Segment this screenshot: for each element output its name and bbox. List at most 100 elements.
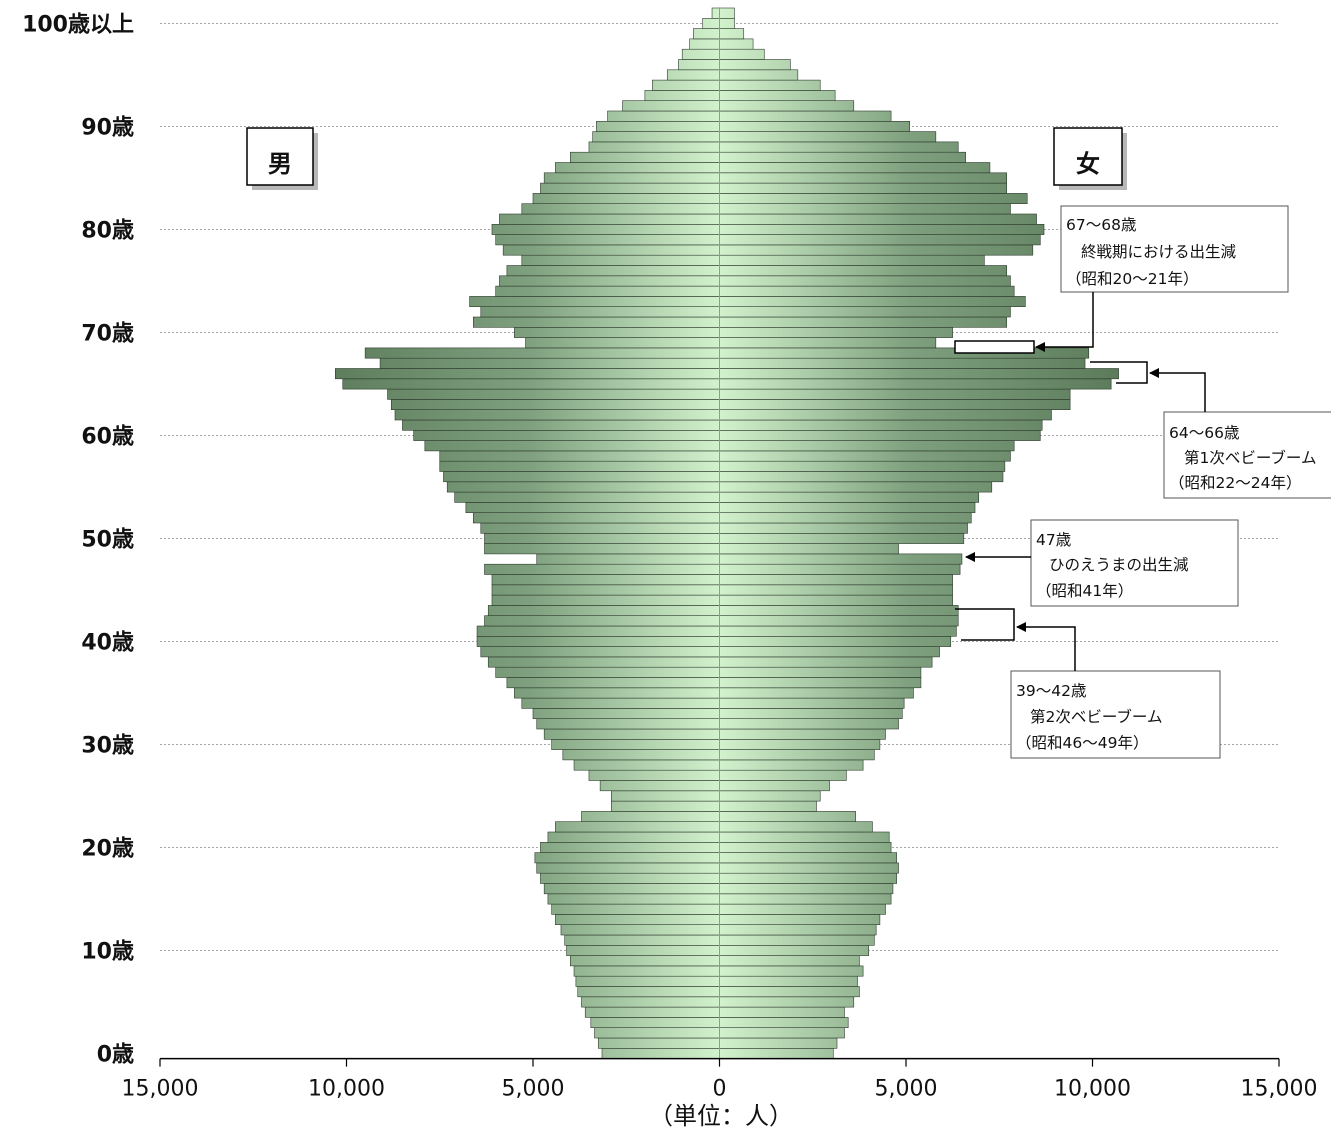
bar-male-age-95 [666, 69, 720, 81]
bar-male-age-17 [540, 872, 720, 884]
bar-female-age-74 [719, 285, 1015, 297]
bar-male-age-59 [424, 440, 720, 452]
bar-female-age-22 [719, 821, 873, 833]
bar-male-age-1 [597, 1037, 720, 1049]
bar-female-age-56 [719, 471, 1004, 483]
bar-female-age-42 [719, 615, 959, 627]
bar-female-age-80 [719, 224, 1045, 235]
annotation-text: ひのえうまの出生減 [1049, 556, 1189, 574]
bar-male-age-72 [480, 306, 720, 318]
bar-female-age-46 [719, 574, 953, 586]
bar-male-age-55 [446, 481, 720, 493]
bar-male-age-89 [592, 131, 720, 143]
bar-female-age-34 [719, 697, 905, 709]
bar-male-age-27 [588, 769, 720, 781]
bar-female-age-49 [719, 543, 899, 555]
bar-female-age-76 [719, 265, 1008, 277]
annotation-text: 39～42歳 [1016, 682, 1086, 700]
y-tick-label: 20歳 [81, 836, 134, 861]
bar-female-age-82 [719, 203, 1011, 215]
male-label: 男 [268, 150, 292, 178]
bar-male-age-9 [569, 955, 720, 967]
bar-male-age-24 [611, 800, 720, 812]
y-tick-label: 50歳 [81, 527, 134, 552]
bar-female-age-57 [719, 460, 1006, 472]
bar-female-age-86 [719, 162, 991, 174]
bar-male-age-6 [577, 986, 720, 998]
annotation-text: 47歳 [1036, 531, 1071, 549]
bar-male-age-42 [484, 615, 720, 627]
female-label-box: 女 [1053, 127, 1127, 190]
x-tick-label: 10,000 [308, 1077, 385, 1102]
bar-male-age-90 [596, 121, 720, 132]
bar-female-age-37 [719, 666, 922, 678]
bars [335, 7, 1119, 1059]
bar-male-age-71 [473, 316, 720, 328]
bar-female-age-14 [719, 903, 886, 915]
y-tick-label: 100歳以上 [22, 12, 134, 37]
bar-male-age-85 [543, 172, 720, 184]
bar-female-age-1 [719, 1037, 838, 1049]
bar-female-age-43 [719, 605, 959, 617]
bar-female-age-101 [719, 7, 735, 19]
bar-female-age-72 [719, 306, 1011, 318]
bar-female-age-45 [719, 584, 953, 596]
annotation-hinoeuma-birth-dip: 47歳 ひのえうまの出生減 （昭和41年） [965, 519, 1239, 607]
bar-male-age-58 [439, 450, 720, 462]
bar-male-age-30 [551, 738, 720, 750]
bar-female-age-3 [719, 1017, 849, 1029]
bar-male-age-4 [584, 1006, 720, 1018]
y-tick-label: 80歳 [81, 218, 134, 243]
y-tick-label: 0歳 [97, 1042, 134, 1067]
annotation-first-baby-boom: 64～66歳 第1次ベビーブーム （昭和22～24年） [1090, 361, 1331, 499]
bar-male-age-34 [521, 697, 720, 709]
x-tick-label: 10,000 [1054, 1077, 1131, 1102]
bar-female-age-30 [719, 738, 881, 750]
bar-male-age-69 [525, 337, 720, 349]
bar-female-age-50 [719, 532, 965, 544]
bar-male-age-18 [536, 862, 720, 874]
bar-female-age-21 [719, 831, 890, 843]
bar-female-age-18 [719, 862, 899, 874]
bar-female-age-95 [719, 69, 799, 81]
bar-male-age-0 [601, 1048, 720, 1059]
bar-female-age-27 [719, 769, 847, 781]
bar-male-age-83 [532, 193, 720, 204]
y-tick-label: 10歳 [81, 939, 134, 964]
bar-female-age-94 [719, 79, 821, 91]
bar-male-age-46 [491, 574, 720, 586]
bar-female-age-60 [719, 429, 1041, 441]
annotation-second-baby-boom: 39～42歳 第2次ベビーブーム （昭和46～49年） [955, 608, 1221, 759]
bar-female-age-63 [719, 399, 1071, 410]
bar-male-age-74 [495, 285, 720, 297]
annotation-text: 終戦期における出生減 [1081, 243, 1237, 261]
bar-male-age-79 [495, 234, 720, 246]
bar-male-age-38 [487, 656, 720, 668]
bar-male-age-45 [491, 584, 720, 596]
annotation-text: 64～66歳 [1169, 424, 1239, 442]
bar-female-age-99 [719, 28, 745, 40]
bar-female-age-26 [719, 780, 830, 792]
bar-female-age-47 [719, 563, 961, 575]
bar-male-age-43 [487, 605, 720, 617]
y-tick-label: 90歳 [81, 115, 134, 140]
bar-male-age-93 [644, 90, 720, 102]
bar-female-age-2 [719, 1027, 845, 1039]
bar-male-age-57 [439, 460, 720, 472]
bar-male-age-75 [499, 275, 720, 287]
bar-male-age-29 [562, 749, 720, 761]
bar-female-age-53 [719, 502, 976, 513]
bar-male-age-92 [622, 100, 720, 112]
bar-female-age-39 [719, 646, 940, 658]
bar-female-age-11 [719, 934, 875, 946]
bar-female-age-13 [719, 914, 881, 926]
bar-male-age-66 [335, 368, 720, 380]
annotation-text: 第1次ベビーブーム [1184, 448, 1316, 467]
bar-male-age-67 [379, 357, 720, 369]
bar-female-age-92 [719, 100, 855, 112]
bar-female-age-70 [719, 326, 953, 338]
bar-male-age-33 [532, 708, 720, 720]
annotation-text: （昭和41年） [1036, 582, 1133, 600]
bar-male-age-56 [443, 471, 720, 483]
